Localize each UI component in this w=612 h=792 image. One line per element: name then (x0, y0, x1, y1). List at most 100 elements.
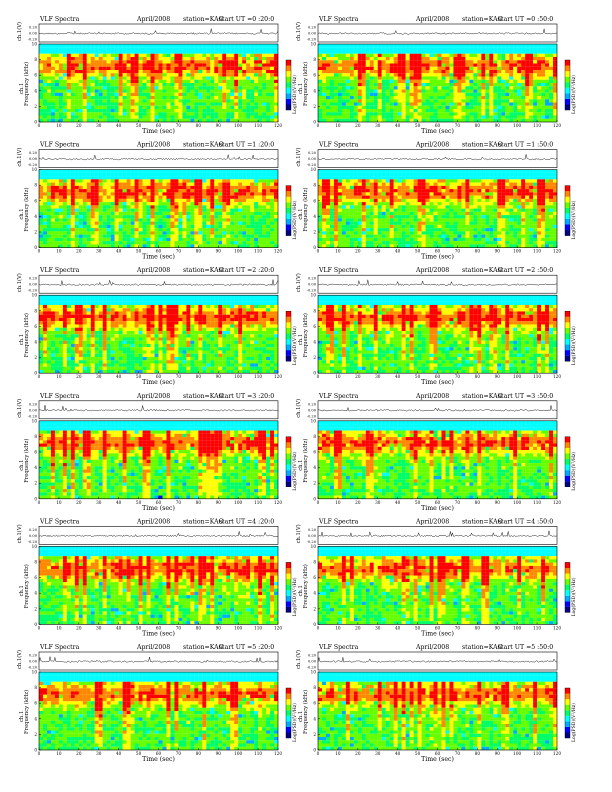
freq-tick-label: 2 (313, 481, 316, 486)
amplitude-tick-label: 0.20 (308, 277, 317, 281)
amplitude-tick-label: 0.00 (308, 157, 317, 161)
time-tick-label: 50 (136, 123, 142, 128)
time-tick-label: 110 (533, 751, 541, 756)
amplitude-tick-label: -0.20 (28, 414, 38, 418)
colorbar (564, 311, 571, 362)
panel-header-start-ut: start UT =3 :50:0 (498, 393, 553, 400)
amplitude-frame (38, 149, 279, 168)
time-tick-label: 70 (176, 374, 182, 379)
freq-tick-label: 4 (313, 465, 316, 470)
time-tick-label: 20 (76, 249, 82, 254)
time-tick-label: 20 (355, 123, 361, 128)
time-tick-label: 120 (274, 500, 282, 505)
amplitude-waveform (38, 154, 279, 161)
frequency-axis-channel-label: ch.1 (298, 334, 304, 345)
amplitude-tick-label: 0.00 (29, 32, 38, 36)
freq-tick-label: 4 (34, 716, 37, 721)
amplitude-frame (317, 400, 558, 420)
freq-tick-label: 0 (34, 120, 37, 125)
colorbar (564, 562, 571, 613)
freq-tick-label: 0 (34, 748, 37, 753)
panel-header-date: April/2008 (415, 644, 449, 651)
freq-tick-label: 2 (34, 104, 37, 109)
time-tick-label: 30 (375, 374, 381, 379)
time-tick-label: 20 (76, 625, 82, 630)
time-tick-label: 60 (156, 500, 162, 505)
amplitude-frame (317, 274, 558, 294)
freq-tick-label: 2 (34, 606, 37, 611)
amplitude-waveform (317, 405, 558, 412)
frequency-axis-channel-label: ch.1 (19, 83, 25, 94)
time-tick-label: 100 (513, 123, 521, 128)
time-tick-label: 30 (375, 123, 381, 128)
time-tick-label: 10 (335, 500, 341, 505)
time-tick-label: 0 (317, 751, 320, 756)
frequency-axis-label: Frequency (kHz) (23, 62, 30, 106)
time-tick-label: 0 (317, 374, 320, 379)
panel-header-title: VLF Spectra (318, 518, 359, 525)
time-tick-label: 70 (176, 751, 182, 756)
time-tick-label: 80 (475, 751, 481, 756)
amplitude-waveform (317, 657, 558, 663)
panel-header-title: VLF Spectra (318, 267, 359, 274)
time-tick-label: 80 (475, 123, 481, 128)
amplitude-tick-label: -0.20 (28, 38, 38, 42)
freq-tick-label: 10 (32, 544, 38, 549)
panel-header-station: station=KAG (183, 142, 224, 149)
amplitude-tick-label: -0.20 (307, 540, 317, 544)
time-tick-label: 20 (355, 374, 361, 379)
freq-tick-label: 4 (34, 340, 37, 345)
amplitude-tick-label: 0.00 (308, 534, 317, 538)
panel-header-date: April/2008 (136, 393, 170, 400)
frequency-axis-channel-label: ch.1 (298, 711, 304, 722)
freq-tick-label: 8 (313, 560, 316, 565)
time-tick-label: 120 (553, 500, 561, 505)
time-axis-label: Time (sec) (421, 756, 454, 763)
panel-header-start-ut: start UT =2 :20:0 (219, 267, 274, 274)
freq-tick-label: 8 (313, 434, 316, 439)
time-tick-label: 10 (335, 751, 341, 756)
freq-tick-label: 6 (313, 450, 316, 455)
panel-header-date: April/2008 (136, 644, 170, 651)
colorbar-label: Log(PSD)(V²/Hz) (570, 703, 577, 742)
amplitude-tick-label: 0.00 (29, 157, 38, 161)
time-tick-label: 90 (495, 374, 501, 379)
time-tick-label: 70 (455, 123, 461, 128)
panel-header-date: April/2008 (415, 393, 449, 400)
time-tick-label: 120 (274, 249, 282, 254)
panel-header-start-ut: start UT =5 :20:0 (219, 644, 274, 651)
freq-tick-label: 4 (313, 716, 316, 721)
spectrogram-image (39, 546, 279, 625)
time-tick-label: 100 (234, 751, 242, 756)
frequency-axis-channel-label: ch.1 (19, 460, 25, 471)
panel-header-start-ut: start UT =4 :20:0 (219, 518, 274, 525)
time-tick-label: 10 (335, 374, 341, 379)
time-tick-label: 0 (38, 751, 41, 756)
amplitude-waveform (317, 154, 558, 161)
panel-header-station: station=KAG (462, 393, 503, 400)
frequency-axis-label: Frequency (kHz) (302, 439, 309, 483)
amplitude-axis-label: ch.1(V) (295, 399, 302, 418)
panel-header-title: VLF Spectra (318, 393, 359, 400)
freq-tick-label: 4 (34, 465, 37, 470)
time-tick-label: 20 (355, 625, 361, 630)
amplitude-frame (38, 400, 279, 420)
amplitude-waveform (317, 28, 558, 35)
time-tick-label: 120 (274, 123, 282, 128)
time-tick-label: 70 (176, 249, 182, 254)
amplitude-tick-label: 0.20 (308, 402, 317, 406)
time-tick-label: 80 (196, 500, 202, 505)
time-tick-label: 10 (56, 249, 62, 254)
freq-tick-label: 2 (313, 104, 316, 109)
time-tick-label: 0 (38, 625, 41, 630)
panel-header-start-ut: start UT =1 :50:0 (498, 142, 553, 149)
frequency-axis-label: Frequency (kHz) (23, 187, 30, 231)
freq-tick-label: 6 (313, 73, 316, 78)
frequency-axis-channel-label: ch.1 (19, 208, 25, 219)
time-tick-label: 70 (176, 500, 182, 505)
frequency-axis-label: Frequency (kHz) (23, 439, 30, 483)
